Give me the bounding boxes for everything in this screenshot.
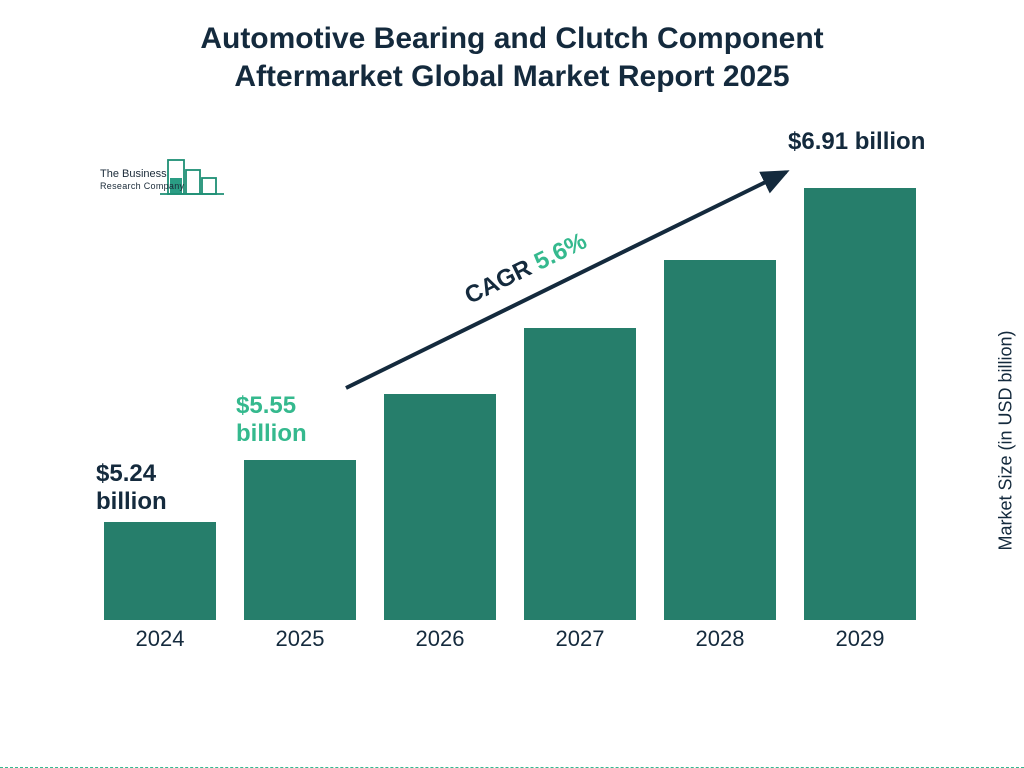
- page-root: Automotive Bearing and Clutch Component …: [0, 0, 1024, 768]
- trend-arrow-icon: [0, 0, 1024, 768]
